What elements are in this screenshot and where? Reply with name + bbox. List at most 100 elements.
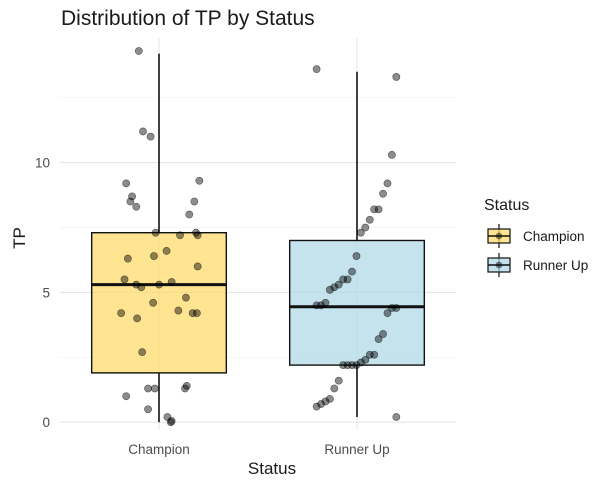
data-point xyxy=(356,228,365,237)
x-axis-ticks: Champion Runner Up xyxy=(128,442,389,457)
data-point xyxy=(388,150,396,159)
y-axis-ticks: 0 5 10 xyxy=(35,156,50,431)
legend-key-point xyxy=(495,232,503,240)
data-point xyxy=(383,309,392,318)
data-point xyxy=(182,293,190,302)
data-point xyxy=(132,202,141,211)
legend-label: Champion xyxy=(523,229,585,244)
data-point xyxy=(188,309,197,318)
data-point xyxy=(150,384,159,393)
data-point xyxy=(312,65,321,74)
legend-label: Runner Up xyxy=(523,258,588,273)
data-point xyxy=(343,361,352,369)
data-point xyxy=(134,47,143,55)
data-point xyxy=(137,283,146,292)
data-point xyxy=(343,275,352,284)
y-axis-title: TP xyxy=(10,227,29,249)
data-point xyxy=(321,298,330,307)
data-point xyxy=(334,376,343,385)
data-point xyxy=(139,127,147,136)
data-point xyxy=(330,384,339,393)
data-point xyxy=(146,132,155,141)
data-point xyxy=(330,283,339,292)
data-point xyxy=(195,176,204,185)
y-tick-label: 5 xyxy=(42,285,50,300)
data-point xyxy=(379,330,387,338)
data-point xyxy=(383,179,392,188)
boxplot-runner-up xyxy=(288,71,426,418)
data-point xyxy=(379,189,387,198)
data-point xyxy=(162,246,171,255)
box-iqr xyxy=(90,232,228,374)
chart-title: Distribution of TP by Status xyxy=(61,7,315,30)
data-point xyxy=(117,309,126,318)
data-point xyxy=(370,350,379,359)
legend-item-runner-up: Runner Up xyxy=(487,253,588,277)
data-point xyxy=(334,280,343,289)
data-point xyxy=(321,397,330,406)
data-point xyxy=(176,231,184,240)
data-point xyxy=(181,384,189,393)
data-point xyxy=(144,384,152,393)
data-point xyxy=(361,356,370,364)
data-point xyxy=(317,301,325,310)
legend-title: Status xyxy=(484,197,529,214)
data-point xyxy=(388,304,396,312)
data-point xyxy=(356,358,365,367)
data-point xyxy=(122,179,131,188)
data-point xyxy=(325,394,334,403)
data-point xyxy=(312,402,321,411)
data-point xyxy=(352,361,361,369)
legend-item-champion: Champion xyxy=(487,224,585,248)
data-point xyxy=(166,418,175,427)
data-point xyxy=(352,252,361,260)
boxplots xyxy=(90,53,426,423)
data-point xyxy=(155,280,163,289)
y-tick-label: 10 xyxy=(35,156,50,171)
data-point xyxy=(174,306,183,315)
data-point xyxy=(185,210,194,219)
data-point xyxy=(122,392,131,401)
box-iqr xyxy=(288,239,426,366)
data-point xyxy=(374,205,383,214)
x-tick-label: Runner Up xyxy=(324,442,389,457)
boxplot-champion xyxy=(90,53,228,423)
data-points xyxy=(117,47,401,427)
legend-key-point xyxy=(495,261,503,269)
data-point xyxy=(365,350,374,359)
data-point xyxy=(392,73,401,81)
data-point xyxy=(193,231,202,240)
data-point xyxy=(190,197,199,206)
data-point xyxy=(348,267,356,276)
data-point xyxy=(133,314,142,323)
data-point xyxy=(167,278,176,286)
data-point xyxy=(193,262,202,271)
data-point xyxy=(392,413,401,421)
data-point xyxy=(144,405,152,414)
data-point xyxy=(317,400,325,408)
data-point xyxy=(151,228,160,237)
data-point xyxy=(392,304,401,312)
data-point xyxy=(339,361,348,369)
data-point xyxy=(312,301,321,310)
data-point xyxy=(348,361,356,369)
data-point xyxy=(370,205,379,214)
data-point xyxy=(149,298,158,307)
data-point xyxy=(150,252,158,260)
data-point xyxy=(192,309,201,318)
x-tick-label: Champion xyxy=(128,442,190,457)
data-point xyxy=(126,197,135,206)
data-point xyxy=(339,275,348,284)
data-point xyxy=(123,254,132,263)
legend: Status Champion Runner Up xyxy=(484,197,588,277)
data-point xyxy=(138,348,147,357)
data-point xyxy=(365,215,374,224)
data-point xyxy=(120,275,129,284)
data-point xyxy=(167,417,176,425)
x-axis-title: Status xyxy=(248,459,296,478)
y-tick-label: 0 xyxy=(42,415,50,430)
data-point xyxy=(361,223,370,232)
data-point xyxy=(374,335,383,344)
data-point xyxy=(325,285,334,294)
